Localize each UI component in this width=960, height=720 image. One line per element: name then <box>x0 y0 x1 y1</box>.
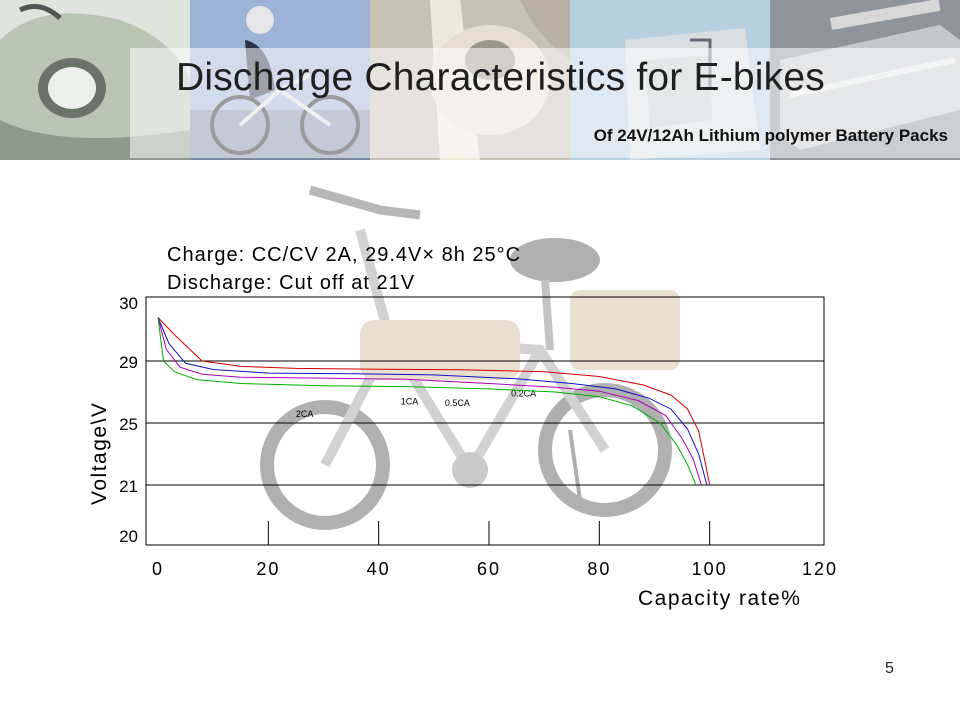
series-line-1ca <box>157 317 702 486</box>
charge-note: Charge: CC/CV 2A, 29.4V× 8h 25°C <box>167 244 521 266</box>
series-label: 1CA <box>401 396 419 406</box>
discharge-note: Discharge: Cut off at 21V <box>167 272 415 294</box>
title-band <box>130 48 960 158</box>
y-tick-label: 21 <box>119 477 138 496</box>
plot-frame <box>145 296 825 546</box>
series-line-2ca <box>157 317 697 486</box>
slide-number: 5 <box>885 660 894 677</box>
y-tick-label: 25 <box>119 415 138 434</box>
series-label: 0.2CA <box>511 389 536 399</box>
header-banner: Discharge Characteristics for E-bikes Of… <box>0 0 960 160</box>
x-tick-label: 40 <box>367 559 391 579</box>
x-tick-label: 0 <box>152 559 164 579</box>
x-tick-label: 100 <box>692 559 728 579</box>
page-title: Discharge Characteristics for E-bikes <box>176 56 825 99</box>
y-tick-label: 30 <box>119 294 138 313</box>
x-tick-label: 120 <box>802 559 838 579</box>
series-line-02ca <box>157 317 711 486</box>
y-axis-title: Voltage\V <box>88 402 111 505</box>
series-line-05ca <box>157 317 708 486</box>
x-tick-label: 20 <box>256 559 280 579</box>
series-label: 0.5CA <box>445 398 470 408</box>
y-tick-label: 29 <box>119 353 138 372</box>
page-subtitle: Of 24V/12Ah Lithium polymer Battery Pack… <box>593 126 948 145</box>
series-label: 2CA <box>296 409 314 419</box>
x-tick-label: 60 <box>477 559 501 579</box>
y-tick-label: 20 <box>119 527 138 546</box>
x-tick-label: 80 <box>587 559 611 579</box>
x-axis-title: Capacity rate% <box>638 587 801 610</box>
